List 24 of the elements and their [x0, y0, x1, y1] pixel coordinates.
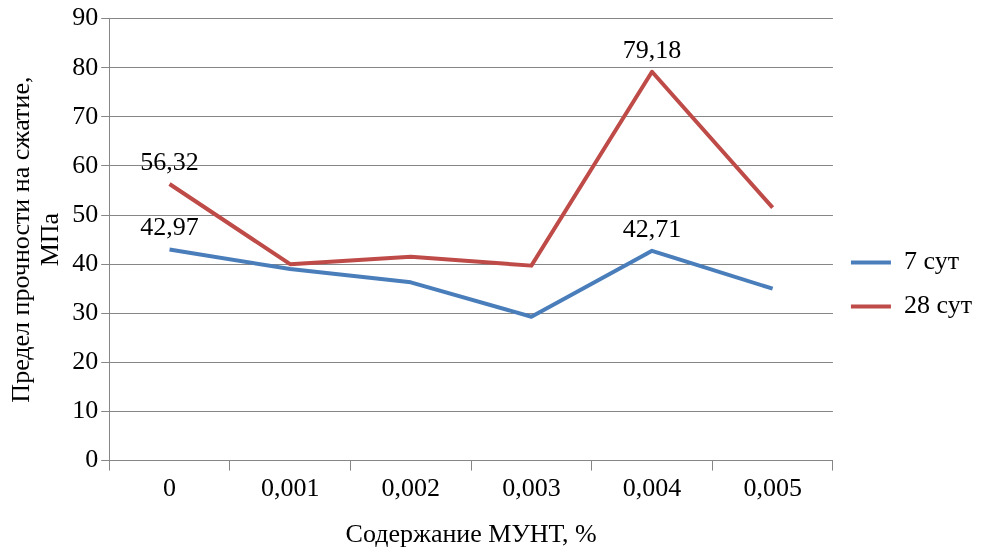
y-tick-label: 60: [72, 149, 99, 179]
y-tick-label: 40: [72, 247, 99, 277]
legend-label: 7 сут: [903, 246, 959, 276]
y-tick-label: 30: [72, 297, 99, 327]
y-axis-title: Предел прочности на сжатие, МПа: [6, 76, 64, 403]
x-tick-label: 0,002: [381, 473, 441, 503]
y-tick-label: 90: [72, 2, 99, 32]
x-tick-label: 0,005: [743, 473, 802, 503]
data-label: 42,97: [140, 212, 199, 242]
y-tick-label: 50: [72, 198, 99, 228]
legend-label: 28 сут: [903, 290, 972, 320]
x-tick-label: 0,004: [622, 473, 682, 503]
x-tick-label: 0,003: [502, 473, 561, 503]
y-tick-label: 80: [72, 51, 99, 81]
x-tick-label: 0,001: [260, 473, 320, 503]
data-label: 56,32: [140, 146, 199, 176]
y-tick-label: 0: [85, 444, 99, 474]
y-tick-label: 20: [72, 346, 99, 376]
x-axis-title: Содержание МУНТ, %: [345, 519, 597, 549]
x-tick-label: 0: [163, 473, 177, 503]
y-tick-label: 70: [72, 100, 99, 130]
data-label: 42,71: [622, 213, 682, 243]
data-label: 79,18: [622, 34, 682, 64]
y-tick-label: 10: [72, 395, 99, 425]
